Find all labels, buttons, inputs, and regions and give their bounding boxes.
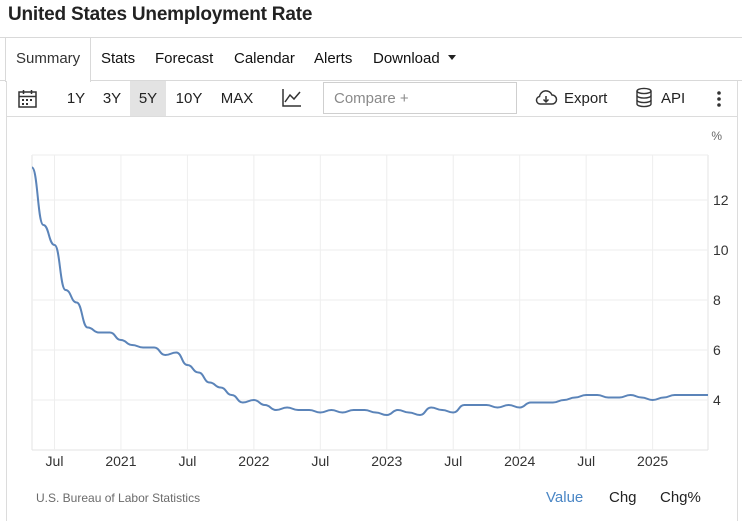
range-1y[interactable]: 1Y: [66, 90, 86, 107]
api-label: API: [661, 90, 686, 107]
tab-stats[interactable]: Stats: [101, 50, 136, 67]
range-10y[interactable]: 10Y: [175, 90, 203, 107]
range-3y[interactable]: 3Y: [102, 90, 122, 107]
y-tick-label: 6: [713, 342, 721, 358]
y-tick-label: 12: [713, 192, 729, 208]
api-button[interactable]: API: [635, 81, 685, 116]
caret-down-icon: [447, 54, 456, 60]
x-tick-label: Jul: [444, 453, 462, 469]
tab-forecast[interactable]: Forecast: [155, 50, 214, 67]
chart-toolbar: 1Y 3Y 5Y 10Y MAX Export API: [6, 81, 738, 117]
y-tick-label: 8: [713, 292, 721, 308]
unemployment-rate-line: [31, 166, 708, 417]
x-axis: Jul 2021 Jul 2022 Jul 2023 Jul 2024 Jul 2025: [46, 453, 669, 469]
toggle-value[interactable]: Value: [546, 489, 584, 506]
series-group: [31, 166, 708, 417]
x-tick-label: 2024: [504, 453, 535, 469]
more-options-button[interactable]: [711, 81, 727, 116]
calendar-button[interactable]: [17, 81, 41, 116]
y-tick-label: 4: [713, 392, 721, 408]
calendar-icon: [18, 90, 37, 108]
y-unit-label: %: [711, 129, 722, 143]
page-title: United States Unemployment Rate: [8, 4, 313, 25]
export-label: Export: [564, 90, 608, 107]
export-button[interactable]: Export: [534, 81, 607, 116]
tab-bar: Summary Stats Forecast Calendar Alerts D…: [0, 37, 742, 82]
chart-type-button[interactable]: [281, 81, 305, 116]
x-tick-label: Jul: [46, 453, 64, 469]
x-tick-label: Jul: [178, 453, 196, 469]
tab-calendar[interactable]: Calendar: [234, 50, 295, 67]
x-tick-label: 2022: [238, 453, 269, 469]
database-icon: [636, 87, 652, 107]
range-5y[interactable]: 5Y: [130, 81, 166, 116]
chart-grid: [31, 154, 709, 451]
toggle-chg-percent[interactable]: Chg%: [660, 489, 701, 506]
x-tick-label: Jul: [311, 453, 329, 469]
toggle-chg[interactable]: Chg: [609, 489, 637, 506]
x-tick-label: 2021: [105, 453, 136, 469]
line-chart-icon: [282, 89, 301, 107]
y-axis: 4 6 8 10 12: [713, 192, 729, 408]
tab-summary[interactable]: Summary: [5, 37, 91, 82]
tab-download-label: Download: [373, 50, 440, 67]
tab-download[interactable]: Download: [373, 38, 456, 81]
x-tick-label: 2023: [371, 453, 402, 469]
compare-input[interactable]: [323, 82, 517, 114]
kebab-menu-icon: [717, 91, 721, 107]
cloud-download-icon: [535, 89, 558, 105]
range-max[interactable]: MAX: [220, 90, 254, 107]
source-label: U.S. Bureau of Labor Statistics: [36, 491, 201, 505]
chart-panel: [6, 117, 738, 521]
y-tick-label: 10: [713, 242, 729, 258]
x-tick-label: Jul: [577, 453, 595, 469]
x-tick-label: 2025: [637, 453, 668, 469]
tab-alerts[interactable]: Alerts: [314, 50, 353, 67]
